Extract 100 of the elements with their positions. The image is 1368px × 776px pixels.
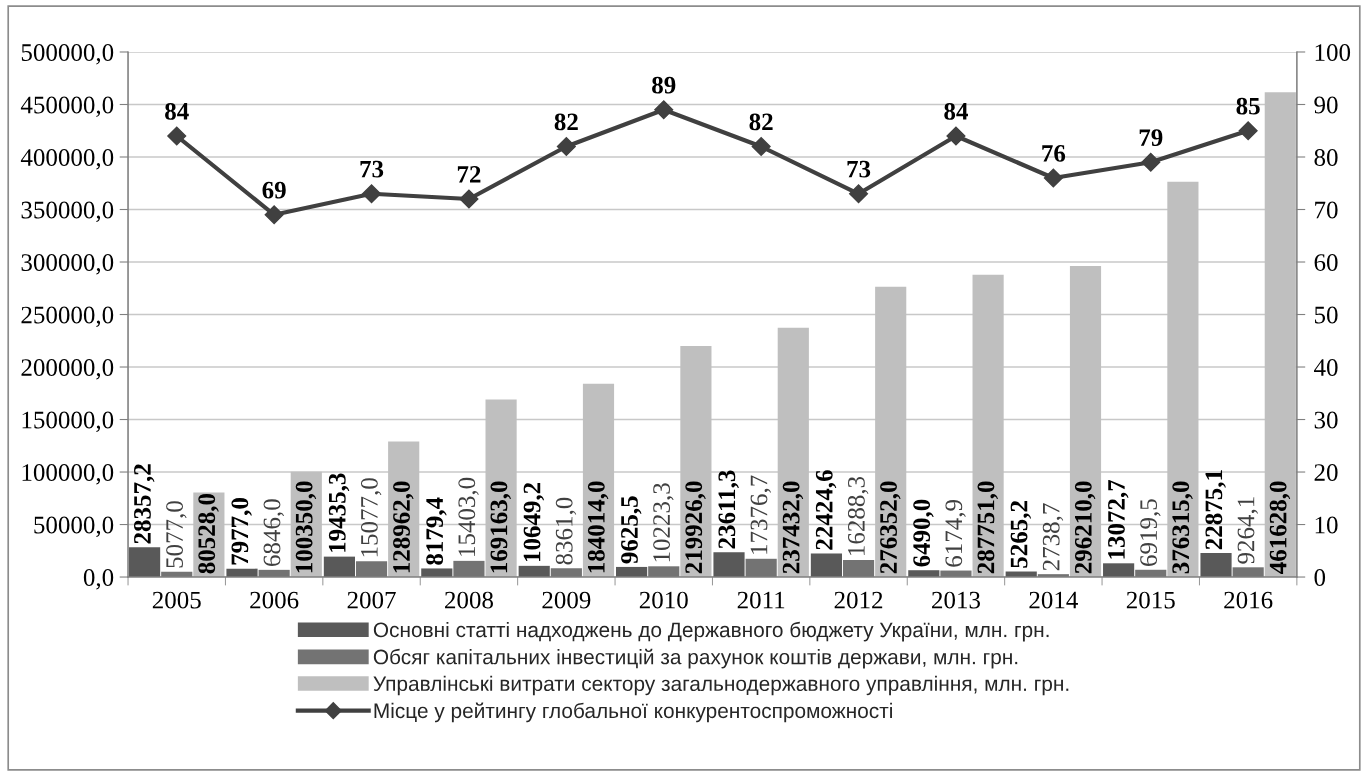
data-label: 6919,5 (1140, 499, 1161, 566)
y-tick-label: 0,0 (83, 569, 114, 590)
data-label: 8179,4 (426, 497, 447, 565)
data-label: 23611,3 (718, 470, 739, 549)
data-label: 84 (165, 102, 189, 120)
data-label: 22875,1 (1205, 470, 1226, 550)
y-tick-label: 100000,0 (22, 464, 114, 485)
bar (842, 559, 875, 578)
data-label: 184014,0 (587, 481, 609, 573)
data-label: 376315,0 (1172, 481, 1193, 574)
bar (745, 558, 777, 578)
bar (648, 566, 680, 578)
data-label: 219926,0 (685, 481, 706, 574)
point (654, 100, 674, 120)
data-label: 6490,0 (913, 499, 934, 567)
point (1043, 168, 1063, 188)
legend-label: Обсяг капітальних інвестицій за рахунок коштів держави, млн. грн. (373, 648, 1018, 669)
data-label: 9625,5 (621, 496, 642, 564)
y2-tick-label: 30 (1314, 411, 1338, 429)
data-label: 28357,2 (133, 464, 155, 544)
bar (1200, 553, 1232, 578)
data-label: 13072,7 (1108, 479, 1129, 559)
point (167, 126, 187, 146)
legend-label: Місце у рейтингу глобальної конкурентоспроможності (374, 702, 892, 723)
bar (550, 568, 582, 578)
point (946, 126, 966, 146)
data-label: 84 (944, 102, 968, 120)
data-label: 5077,0 (166, 501, 187, 568)
data-label: 82 (554, 113, 578, 131)
x-tick-label: 2008 (445, 591, 493, 609)
bar (355, 561, 388, 578)
point (1238, 121, 1258, 141)
data-label: 237432,0 (782, 481, 804, 574)
y2-tick-label: 60 (1314, 254, 1338, 271)
data-label: 9264,1 (1237, 497, 1259, 564)
point (849, 184, 869, 204)
bar (323, 556, 355, 578)
y2-tick-label: 0 (1314, 569, 1326, 586)
point (751, 136, 771, 157)
data-label: 85 (1236, 97, 1260, 115)
y-tick-label: 450000,0 (20, 96, 114, 118)
y-tick-label: 400000,0 (20, 149, 114, 170)
y-tick-label: 50000,0 (34, 516, 114, 538)
point (264, 205, 284, 225)
data-label: 72 (457, 166, 481, 183)
y2-tick-label: 100 (1315, 44, 1351, 61)
point (459, 189, 479, 209)
data-label: 296210,0 (1074, 481, 1096, 574)
legend-label: Управлінські витрати сектору загальнодержавного управління, млн. грн. (373, 675, 1069, 696)
x-tick-label: 2012 (834, 591, 883, 609)
y2-tick-label: 90 (1314, 96, 1338, 114)
x-tick-label: 2006 (250, 591, 299, 609)
data-label: 100350,0 (295, 481, 317, 573)
x-tick-label: 2015 (1126, 591, 1175, 609)
x-tick-label: 2013 (932, 591, 980, 609)
data-label: 287751,0 (977, 481, 998, 574)
point (1141, 152, 1161, 172)
bar (810, 553, 842, 578)
y2-tick-label: 10 (1315, 516, 1338, 534)
x-tick-label: 2014 (1029, 591, 1078, 609)
data-label: 128962,0 (393, 481, 414, 573)
data-label: 8361,0 (555, 497, 577, 565)
data-label: 2738,7 (1042, 503, 1064, 571)
data-label: 16288,3 (847, 476, 869, 555)
y2-tick-label: 80 (1314, 149, 1338, 166)
x-tick-label: 2016 (1224, 591, 1273, 609)
bar (129, 547, 161, 578)
data-label: 6174,9 (945, 500, 966, 567)
data-label: 276352,0 (880, 481, 901, 574)
point (556, 136, 576, 157)
data-label: 461628,0 (1269, 481, 1291, 574)
data-label: 169163,0 (490, 481, 511, 573)
y2-tick-label: 70 (1315, 201, 1338, 219)
data-label: 73 (360, 160, 384, 178)
data-label: 6846,0 (263, 499, 284, 566)
x-tick-label: 2009 (542, 591, 591, 609)
legend-label: Основні статті надходжень до Державного бюджету України, млн. грн. (373, 621, 1049, 642)
y-tick-label: 150000,0 (22, 411, 114, 433)
data-label: 73 (847, 160, 871, 178)
point (362, 184, 382, 204)
data-label: 80528,0 (198, 493, 219, 574)
y-tick-label: 350000,0 (21, 201, 114, 223)
y-tick-label: 250000,0 (21, 306, 114, 328)
y-tick-label: 300000,0 (21, 254, 114, 275)
data-label: 22424,6 (815, 470, 837, 550)
x-tick-label: 2010 (639, 591, 688, 609)
x-tick-label: 2005 (152, 591, 201, 609)
bar (453, 560, 485, 578)
x-tick-label: 2007 (347, 591, 396, 609)
data-label: 17376,7 (750, 475, 772, 554)
data-label: 89 (652, 76, 676, 94)
data-label: 10223,3 (653, 483, 674, 562)
data-label: 76 (1042, 145, 1066, 162)
data-label: 15403,0 (458, 477, 479, 556)
data-label: 7977,0 (231, 498, 252, 565)
data-label: 5265,2 (1010, 501, 1032, 568)
bar (1103, 563, 1135, 578)
y2-tick-label: 20 (1314, 464, 1338, 481)
data-label: 19435,3 (328, 473, 350, 552)
y2-tick-label: 50 (1314, 306, 1338, 324)
